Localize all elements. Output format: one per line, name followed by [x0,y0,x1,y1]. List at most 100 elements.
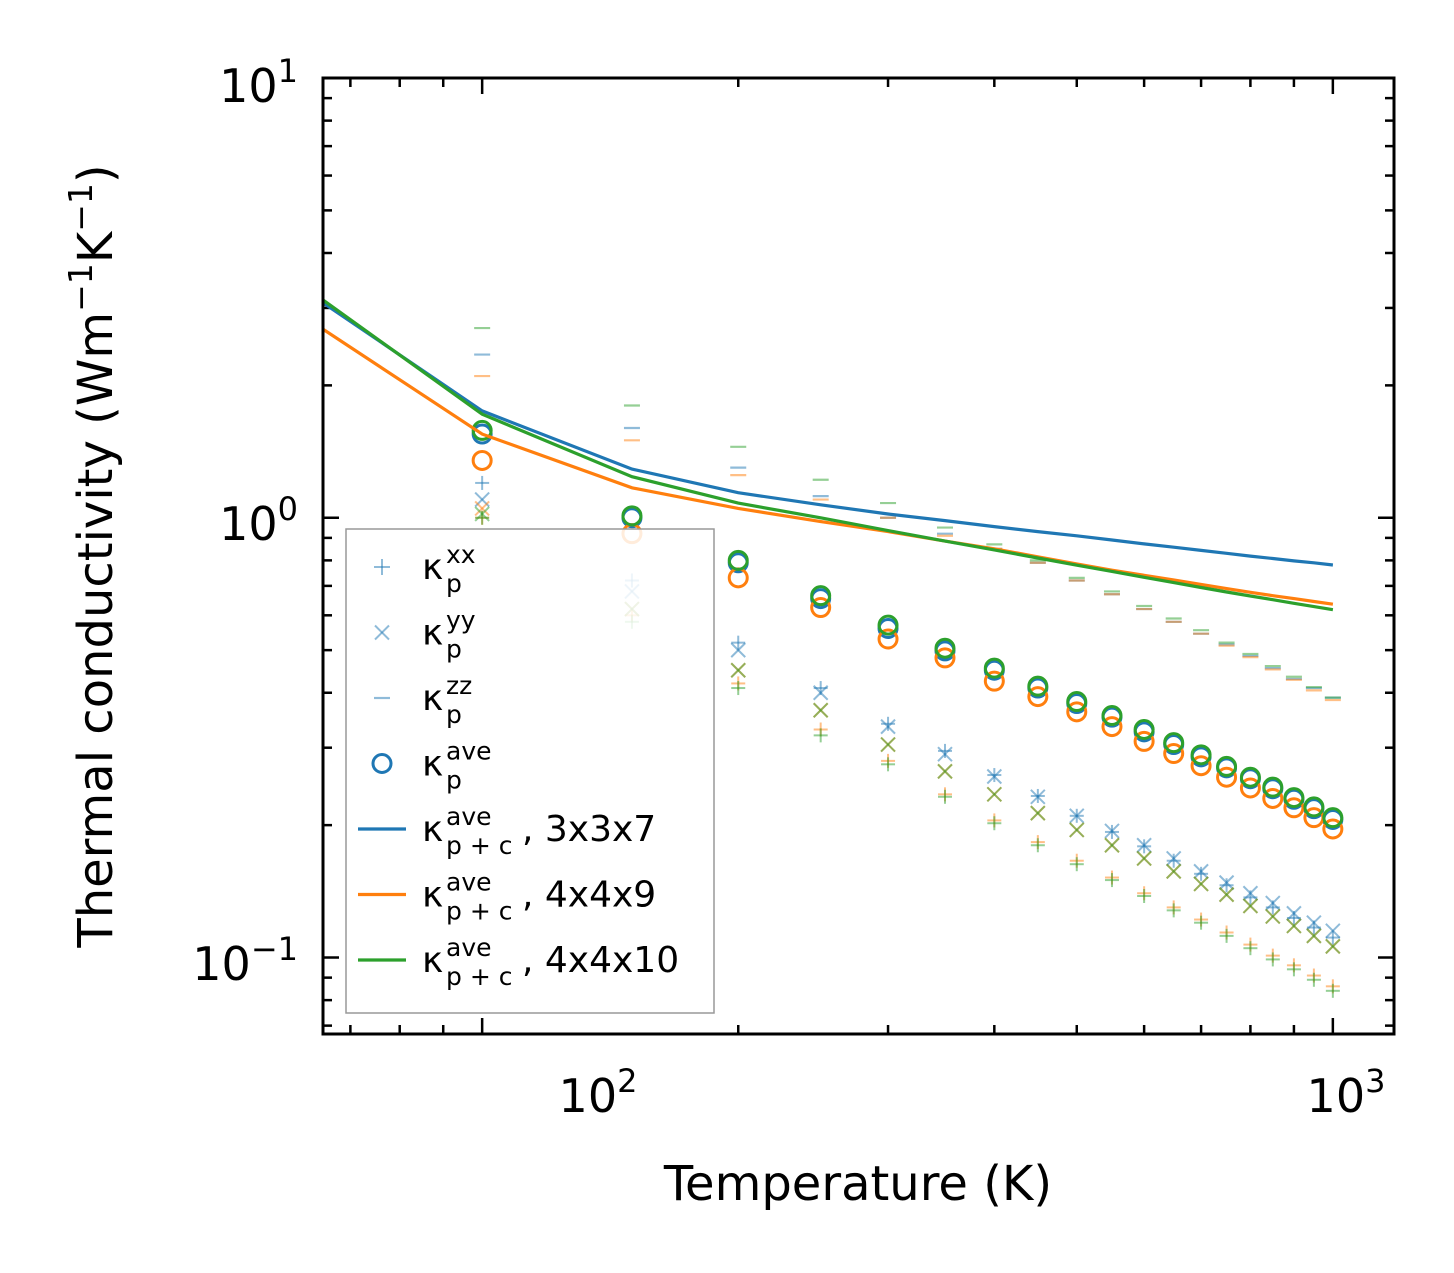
kyy-point [1069,822,1085,838]
series-ave-4x4x10 [471,419,1344,829]
kyy-point [812,702,829,718]
legend-suffix: , 3x3x7 [522,809,656,850]
legend-entry-2: κ zz p [374,671,472,729]
kave-point [1163,732,1185,754]
legend-label: κ ave p + c , 4x4x10 [422,933,679,991]
kyy-point [1286,905,1302,922]
legend-subscript: p [446,635,462,664]
legend-entry-1: κ yy p [374,606,476,664]
legend-entry-0: κ xx p [374,540,476,598]
kpc-line-3x3x7 [323,300,1334,567]
legend-entry-3: κ ave p [371,737,492,795]
kyy-point [730,642,746,658]
kyy-point [880,736,896,753]
legend-frame [345,528,715,1014]
kave-point [1190,744,1212,766]
legend-label: κ yy p [422,606,476,664]
series-4x4x10 [474,326,1341,998]
kave-point [1262,787,1284,809]
kyy-point [880,718,896,735]
legend-circle-marker [371,753,393,774]
kave-point [1239,777,1261,799]
legend-subscript: p [446,569,462,598]
kpc-line-4x4x10 [323,298,1334,612]
legend-subscript: p [446,700,462,729]
kyy-point [1325,938,1341,955]
kave-point [1066,691,1088,713]
kyy-point [937,763,953,780]
kave-point [1322,807,1344,829]
kyy-point [1069,808,1085,824]
legend-superscript: ave [446,737,492,766]
kyy-point [812,685,829,701]
legend-superscript: zz [446,671,472,700]
legend-symbol: κ [422,940,443,981]
kyy-point [474,500,490,517]
kyy-point [1265,908,1281,925]
legend-subscript: p [446,766,462,795]
legend-superscript: ave [446,868,492,897]
legend-label: κ ave p + c , 4x4x9 [422,868,656,926]
kyy-point [1306,914,1322,931]
series-layer [323,298,1344,998]
legend-suffix: , 4x4x10 [522,940,679,981]
kave-point [1133,730,1155,752]
legend-label: κ xx p [422,540,476,598]
y-tick-label-10: 101 [219,52,298,113]
legend-subscript: p + c [446,897,512,926]
kave-point [810,585,832,607]
kave-point [934,637,956,659]
plot-frame [321,76,1396,1036]
legend-label: κ ave p [422,737,492,795]
legend-x-marker [374,624,390,641]
kave-point [471,449,493,471]
kyy-point [1218,874,1235,891]
kave-point [1262,776,1284,798]
legend-superscript: ave [446,933,492,962]
legend-symbol: κ [422,744,443,785]
kyy-point [1306,928,1322,944]
kyy-point [1165,863,1182,880]
kyy-point [1218,886,1235,903]
kave-point [877,628,899,650]
kyy-point [1104,823,1120,839]
kave-point [1303,796,1325,818]
kave-point [1239,766,1261,788]
kyy-point [1136,837,1152,853]
kyy-point [1242,898,1259,914]
y-tick-labels: 101 100 10−1 [192,52,298,991]
kyy-point [1030,789,1046,805]
kyy-point [986,768,1003,785]
y-tick-label-1: 100 [219,490,298,551]
kyy-point [986,786,1003,803]
kyy-point [730,662,746,678]
kave-point [1027,675,1049,697]
kyy-point [1286,918,1302,934]
kave-point [471,419,493,441]
kave-point [621,505,643,527]
legend-entry-4: κ ave p + c , 3x3x7 [358,802,656,860]
x-tick-label-100: 102 [559,1062,638,1123]
legend-entry-6: κ ave p + c , 4x4x10 [358,933,679,991]
kyy-point [1193,863,1209,880]
y-tick-label-0.1: 10−1 [192,930,298,991]
kyy-point [1193,876,1209,892]
legend-symbol: κ [422,875,443,916]
kave-point [877,614,899,636]
kave-point [934,647,956,669]
y-axis-label: Thermal conductivity (Wm−1K−1) [61,164,124,948]
legend-symbol: κ [422,547,443,588]
kave-point [1101,716,1123,738]
kave-point [810,597,832,619]
kave-point [1190,755,1212,777]
kave-point [1216,766,1238,788]
kave-point [1283,797,1305,819]
legend-superscript: ave [446,802,492,831]
legend-subscript: p + c [446,831,512,860]
kave-point [983,657,1005,679]
legend-symbol: κ [422,809,443,850]
x-axis-label: Temperature (K) [663,1156,1052,1212]
legend-symbol: κ [422,613,443,654]
